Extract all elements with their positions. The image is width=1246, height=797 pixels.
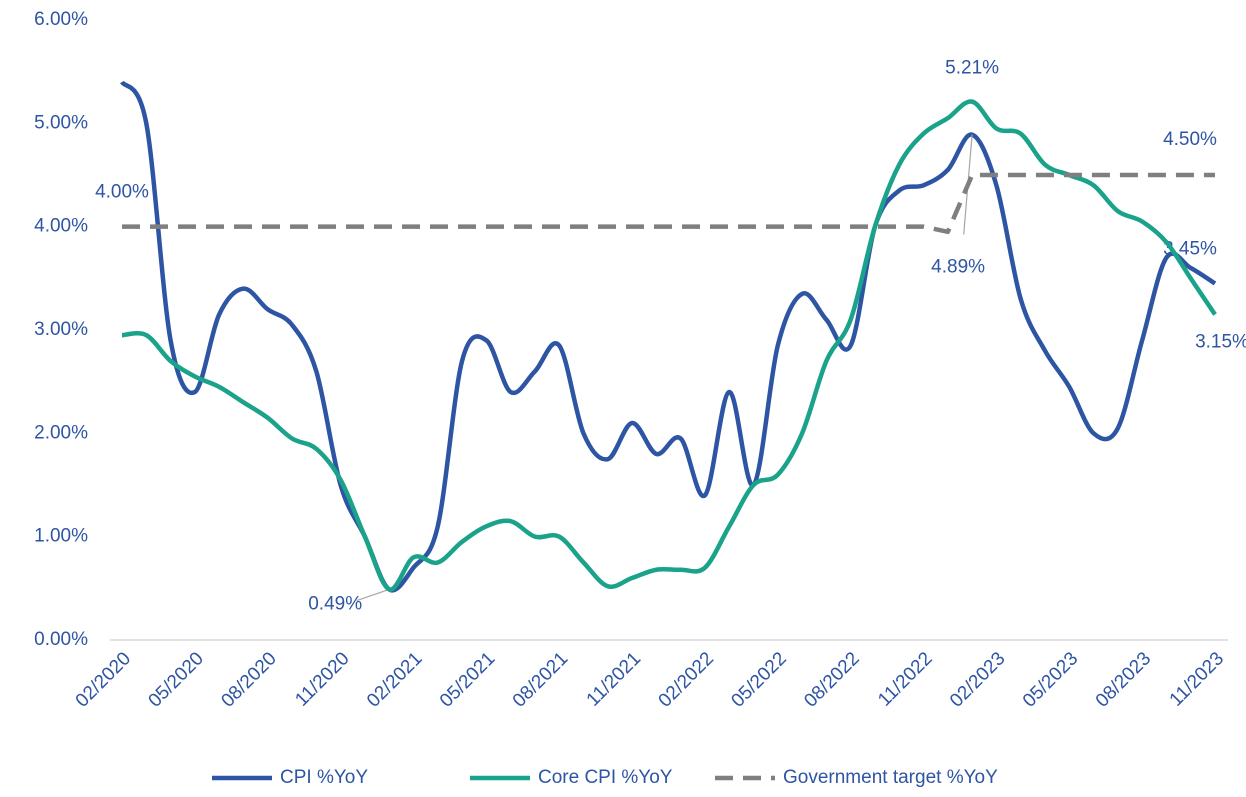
series-line (120, 80, 1217, 593)
x-tick-label: 11/2022 (874, 648, 936, 710)
x-tick-label: 05/2023 (1019, 648, 1082, 711)
y-tick-label: 3.00% (34, 319, 88, 340)
x-tick-label: 08/2022 (800, 648, 863, 711)
x-tick-label: 08/2021 (509, 648, 572, 711)
y-tick-label: 2.00% (34, 422, 88, 443)
data-label: 4.50% (1163, 129, 1217, 150)
x-tick-label: 02/2022 (655, 648, 718, 711)
x-tick-label: 11/2021 (583, 648, 645, 710)
y-tick-label: 6.00% (34, 9, 88, 30)
x-tick-label: 02/2021 (363, 648, 426, 711)
legend-label: Government target %YoY (783, 767, 998, 788)
series-line (121, 99, 1217, 592)
data-label: 5.21% (945, 58, 999, 79)
legend-label: CPI %YoY (280, 767, 368, 788)
x-tick-label: 05/2022 (727, 648, 790, 711)
data-label: 4.00% (95, 182, 149, 203)
data-label: 4.89% (931, 257, 985, 278)
x-tick-label: 02/2020 (72, 648, 135, 711)
x-tick-label: 08/2023 (1092, 648, 1155, 711)
x-tick-label: 11/2023 (1166, 648, 1228, 710)
x-tick-label: 05/2020 (145, 648, 208, 711)
x-tick-label: 02/2023 (946, 648, 1009, 711)
x-tick-label: 05/2021 (436, 648, 499, 711)
y-tick-label: 0.00% (34, 629, 88, 650)
x-tick-label: 11/2020 (291, 648, 353, 710)
data-label: 0.49% (308, 593, 362, 614)
legend-label: Core CPI %YoY (538, 767, 673, 788)
series-line (122, 172, 1215, 235)
y-tick-label: 5.00% (34, 112, 88, 133)
data-label: 3.15% (1195, 332, 1246, 353)
y-tick-label: 1.00% (34, 526, 88, 547)
x-tick-label: 08/2020 (217, 648, 280, 711)
y-tick-label: 4.00% (34, 216, 88, 237)
leader-line (356, 588, 390, 602)
